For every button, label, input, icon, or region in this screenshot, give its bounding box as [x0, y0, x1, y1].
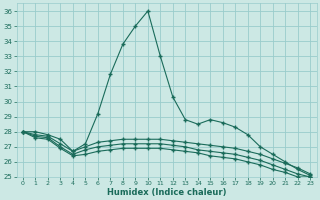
X-axis label: Humidex (Indice chaleur): Humidex (Indice chaleur)	[107, 188, 226, 197]
